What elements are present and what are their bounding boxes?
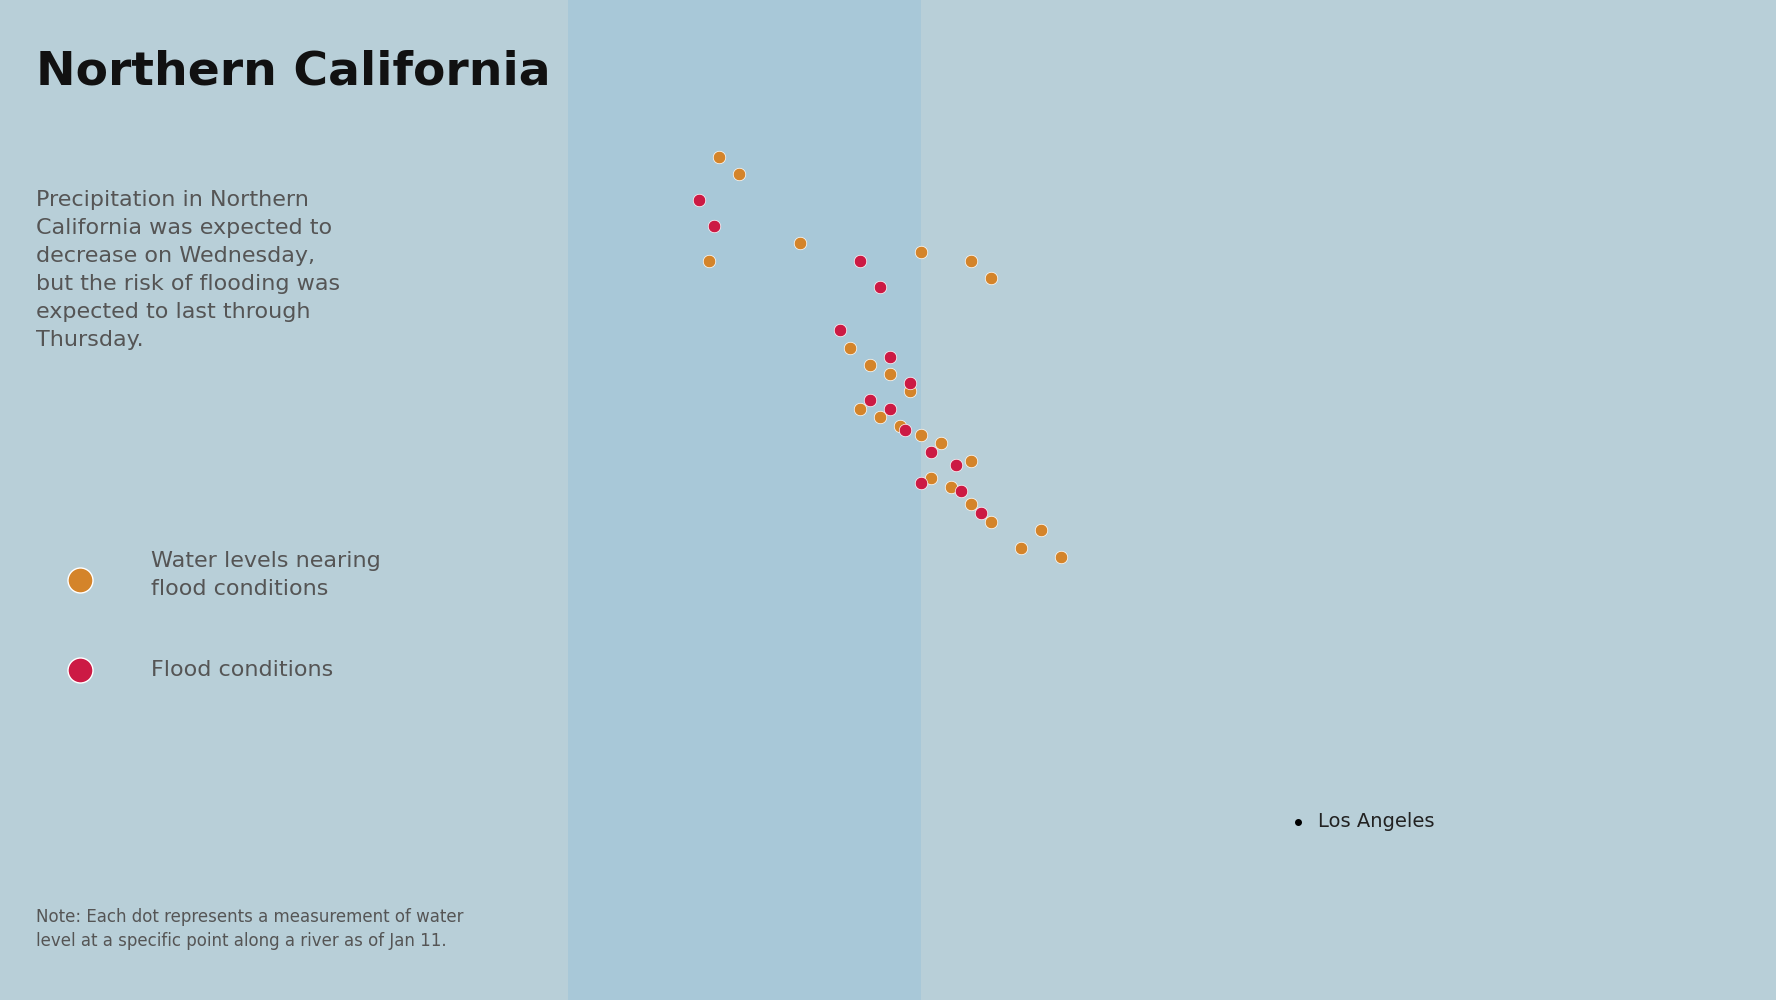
Text: Los Angeles: Los Angeles (1318, 812, 1435, 831)
Text: Precipitation in Northern
California was expected to
decrease on Wednesday,
but : Precipitation in Northern California was… (36, 190, 339, 350)
Text: Note: Each dot represents a measurement of water
level at a specific point along: Note: Each dot represents a measurement … (36, 908, 464, 950)
Text: Water levels nearing
flood conditions: Water levels nearing flood conditions (151, 551, 380, 599)
Text: Northern California flooding: Northern California flooding (36, 50, 787, 95)
Text: Flood conditions: Flood conditions (151, 660, 334, 680)
Bar (568, 0, 920, 1000)
